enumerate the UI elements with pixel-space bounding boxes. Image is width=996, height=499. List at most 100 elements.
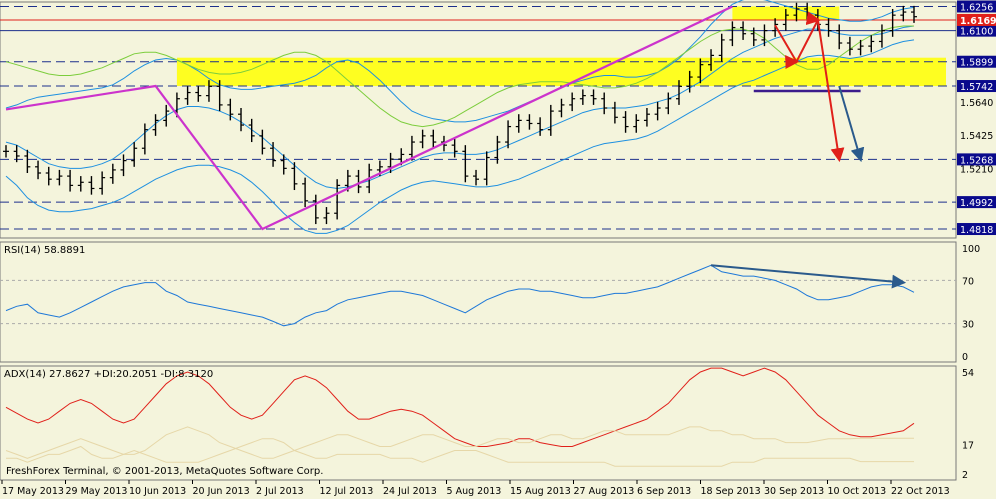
ohlc-bar: [216, 80, 223, 112]
price-tick-label: 1.5742: [960, 82, 993, 93]
projection-arrow: [838, 85, 865, 163]
ohlc-bar: [515, 114, 522, 133]
ohlc-bar: [88, 176, 95, 195]
rsi-tick-label: 70: [962, 276, 974, 287]
indicator-line: [5, 25, 915, 190]
ohlc-bar: [35, 160, 42, 180]
x-tick-label: 12 Jul 2013: [320, 486, 374, 497]
ohlc-bar: [505, 120, 512, 149]
ohlc-bar: [120, 154, 127, 177]
price-tick-label: 1.5640: [960, 98, 993, 109]
ohlc-bar: [24, 149, 31, 174]
ohlc-bar: [56, 169, 63, 186]
price-tick-label: 1.5268: [960, 155, 993, 166]
price-tick-label: 1.4818: [960, 225, 993, 236]
ohlc-bar: [729, 21, 736, 47]
x-tick-label: 6 Sep 2013: [637, 486, 691, 497]
price-tick-label: 1.5210: [960, 164, 993, 175]
ohlc-bar: [665, 92, 672, 115]
ohlc-bar: [141, 123, 148, 155]
ohlc-bar: [408, 135, 415, 161]
x-tick-label: 30 Sep 2013: [764, 486, 824, 497]
price-tick-label: 1.6100: [960, 27, 993, 38]
ohlc-bar: [900, 5, 907, 22]
indicator-line: [5, 0, 915, 123]
price-axis: 1.6256 1.6100 1.5899 1.5742 1.5640 1.5425 1.52…: [957, 0, 996, 236]
ohlc-bar: [878, 24, 885, 48]
ohlc-bar: [761, 24, 768, 47]
indicator-line: [5, 39, 915, 234]
ohlc-bar: [590, 89, 597, 105]
price-badge: [957, 55, 996, 68]
rsi-line: [5, 264, 915, 327]
price-badge: [957, 80, 996, 93]
ohlc-bar: [270, 142, 277, 167]
ohlc-bar: [13, 145, 20, 163]
ohlc-bar: [857, 39, 864, 56]
ohlc-bar: [675, 80, 682, 105]
ohlc-bar: [643, 108, 650, 127]
adx-label: ADX(14) 27.8627 +DI:20.2051 -DI:8.3120: [4, 369, 213, 380]
x-tick-label: 17 May 2013: [2, 486, 64, 497]
ohlc-bar: [195, 86, 202, 102]
ohlc-bar: [152, 114, 159, 136]
x-tick-label: 5 Aug 2013: [447, 486, 502, 497]
ohlc-bar: [227, 98, 234, 121]
ohlc-bar: [67, 169, 74, 192]
ohlc-bar: [708, 49, 715, 71]
price-tick-label: 1.5899: [960, 58, 993, 69]
ohlc-bar: [184, 86, 191, 105]
ohlc-bar: [334, 179, 341, 220]
price-tick-label: 1.6256: [960, 2, 993, 13]
ohlc-bar: [238, 108, 245, 132]
ohlc-bar: [622, 111, 629, 133]
projection-arrow: [774, 11, 845, 163]
ohlc-bar: [846, 36, 853, 56]
ohlc-bar: [163, 104, 170, 127]
x-tick-label: 15 Aug 2013: [510, 486, 571, 497]
ohlc-bar: [526, 114, 533, 130]
ohlc-bar: [45, 166, 52, 186]
price-badge: [957, 153, 996, 166]
ohlc-bar: [462, 145, 469, 183]
ohlc-bar: [697, 58, 704, 84]
ohlc-bar: [387, 152, 394, 174]
price-tick-label: 1.5425: [960, 131, 993, 142]
price-badge: [957, 196, 996, 209]
x-axis: 17 May 2013 29 May 2013 10 Jun 2013 20 Jun …: [1, 480, 950, 497]
x-tick-label: 27 Aug 2013: [574, 486, 635, 497]
ohlc-bar: [280, 154, 287, 175]
price-badge: [957, 0, 996, 13]
ohlc-bar: [302, 177, 309, 208]
trendline: [5, 5, 733, 231]
ohlc-bar: [312, 194, 319, 225]
ohlc-bar: [3, 145, 9, 158]
adx-line: [5, 367, 915, 447]
ohlc-bar: [473, 169, 480, 186]
ohlc-bar: [686, 70, 693, 93]
rsi-panel: RSI(14) 58.8891 100 70 30 0: [0, 241, 980, 363]
adx-tick-label: 54: [962, 368, 974, 379]
ohlc-bar: [718, 33, 725, 62]
panel-frame: [0, 241, 957, 363]
x-tick-label: 29 May 2013: [66, 486, 128, 497]
ohlc-bar: [601, 92, 608, 115]
ohlc-bar: [537, 117, 544, 136]
ohlc-bar: [611, 101, 618, 124]
rsi-label: RSI(14) 58.8891: [4, 245, 85, 256]
x-tick-label: 18 Sep 2013: [701, 486, 761, 497]
x-tick-label: 2 Jul 2013: [256, 486, 304, 497]
ohlc-bar: [740, 21, 747, 40]
panel-frame: [0, 365, 957, 481]
price-badge-label: 1.6169: [960, 16, 996, 27]
ohlc-bar: [772, 18, 779, 37]
ohlc-bar: [633, 114, 640, 133]
adx-line: [6, 438, 914, 467]
ohlc-bar: [131, 142, 138, 167]
ohlc-bar: [868, 35, 875, 53]
x-tick-label: 10 Oct 2013: [828, 486, 887, 497]
x-tick-label: 20 Jun 2013: [193, 486, 250, 497]
ohlc-bar: [77, 176, 84, 192]
ohlc-bar: [750, 27, 757, 47]
